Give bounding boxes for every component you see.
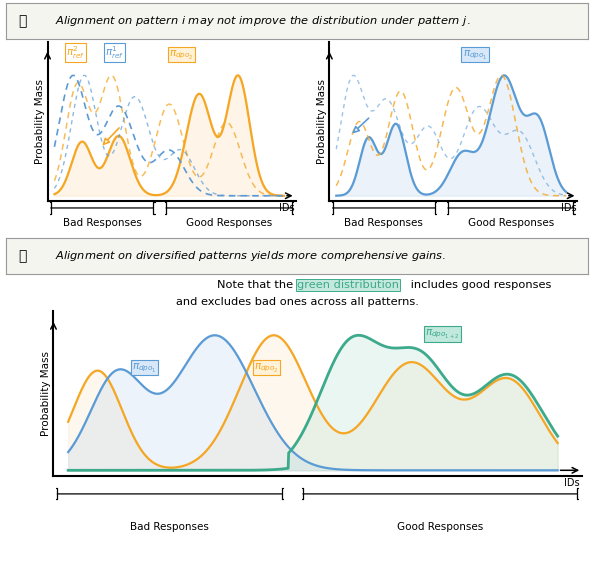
Text: includes good responses: includes good responses	[407, 280, 551, 290]
Text: green distribution: green distribution	[297, 280, 399, 290]
Text: Good Responses: Good Responses	[467, 218, 554, 228]
Text: $\mathit{Alignment\ on\ diversified\ patterns\ yields\ more\ comprehensive\ gain: $\mathit{Alignment\ on\ diversified\ pat…	[55, 249, 447, 263]
Text: $\pi_{dpo_1}$: $\pi_{dpo_1}$	[463, 48, 487, 61]
Text: Bad Responses: Bad Responses	[130, 523, 209, 532]
Text: Good Responses: Good Responses	[397, 523, 483, 532]
Y-axis label: Probability Mass: Probability Mass	[40, 351, 50, 436]
Text: Good Responses: Good Responses	[186, 218, 272, 228]
Text: $\pi_{dpo_2}$: $\pi_{dpo_2}$	[169, 48, 194, 61]
Text: $\mathit{Alignment\ on\ pattern\ i\ may\ not\ improve\ the\ distribution\ under\: $\mathit{Alignment\ on\ pattern\ i\ may\…	[55, 14, 471, 28]
Text: 🤩: 🤩	[19, 249, 27, 263]
Text: 😤: 😤	[19, 14, 27, 28]
Text: IDs: IDs	[279, 203, 295, 213]
Y-axis label: Probability Mass: Probability Mass	[317, 79, 327, 164]
Text: Note that the: Note that the	[217, 280, 297, 290]
Y-axis label: Probability Mass: Probability Mass	[34, 79, 45, 164]
Text: Bad Responses: Bad Responses	[345, 218, 424, 228]
Text: $\pi_{dpo_1}$: $\pi_{dpo_1}$	[132, 361, 156, 374]
Text: Bad Responses: Bad Responses	[62, 218, 141, 228]
Text: IDs: IDs	[564, 479, 580, 488]
Text: $\pi_{dpo_2}$: $\pi_{dpo_2}$	[254, 361, 279, 374]
Text: $\pi_{ref}^1$: $\pi_{ref}^1$	[105, 45, 124, 61]
Text: IDs: IDs	[561, 203, 576, 213]
Text: $\pi_{ref}^2$: $\pi_{ref}^2$	[66, 45, 85, 61]
Text: $\pi_{dpo_{1+2}}$: $\pi_{dpo_{1+2}}$	[425, 327, 460, 340]
Text: and excludes bad ones across all patterns.: and excludes bad ones across all pattern…	[176, 297, 418, 307]
